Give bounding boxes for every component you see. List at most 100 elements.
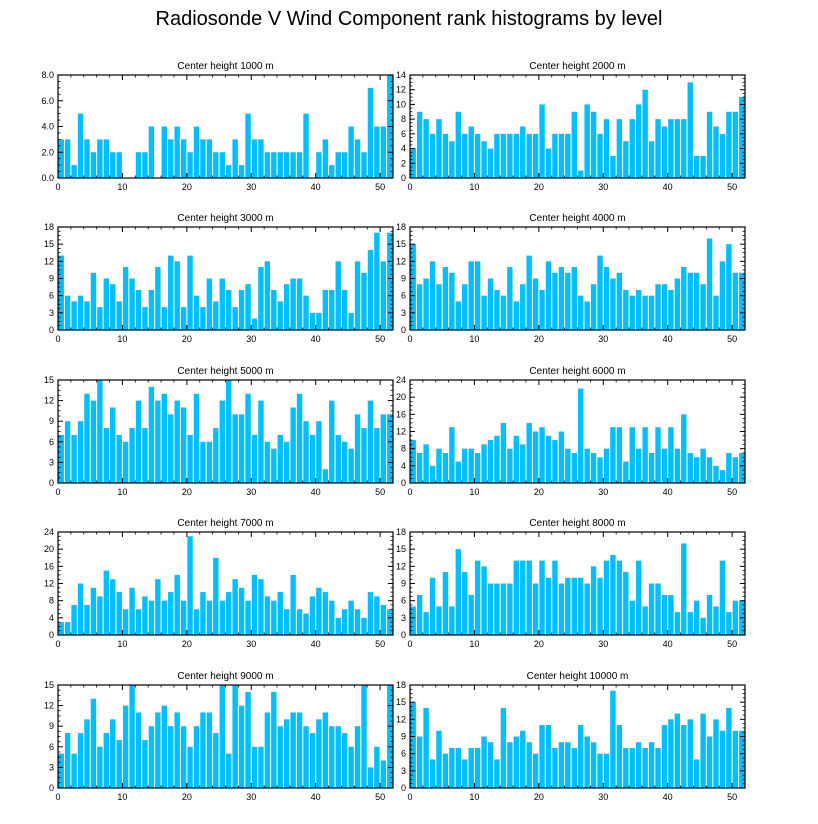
histogram-bar <box>507 133 513 178</box>
y-tick-label: 4.0 <box>41 122 54 132</box>
histogram-bar <box>500 422 507 483</box>
histogram-bar <box>348 600 354 635</box>
histogram-bar <box>597 255 603 330</box>
y-tick-label: 15 <box>396 239 406 249</box>
histogram-bar <box>90 587 97 635</box>
x-tick-label: 40 <box>311 182 321 192</box>
histogram-bar <box>58 622 64 635</box>
histogram-bar <box>348 126 354 178</box>
histogram-bar <box>387 685 393 788</box>
x-tick-label: 40 <box>311 639 321 649</box>
histogram-bar <box>655 427 661 483</box>
histogram-bar <box>90 152 97 178</box>
histogram-panel: Center height 6000 m 0 10 20 30 40 50 0 4 8 12 16 20… <box>396 366 746 497</box>
histogram-bar <box>316 719 322 788</box>
histogram-bar <box>387 609 393 635</box>
histogram-bar <box>481 444 487 483</box>
histogram-bar <box>110 152 116 178</box>
x-tick-label: 40 <box>663 792 673 802</box>
histogram-bar <box>629 600 635 635</box>
histogram-bar <box>361 152 367 178</box>
x-tick-label: 30 <box>598 487 608 497</box>
histogram-bar <box>655 119 661 178</box>
histogram-bar <box>206 600 213 635</box>
y-tick-label: 4 <box>49 613 54 623</box>
histogram-bar <box>481 566 487 635</box>
histogram-bar <box>90 400 97 483</box>
histogram-bar <box>552 133 558 178</box>
histogram-bar <box>348 746 354 788</box>
histogram-bar <box>71 165 77 178</box>
histogram-bar <box>354 609 361 635</box>
histogram-bar <box>361 685 367 788</box>
histogram-bar <box>77 421 84 483</box>
histogram-bar <box>719 560 726 635</box>
histogram-bar <box>122 267 129 330</box>
histogram-bar <box>487 278 494 330</box>
histogram-bar <box>180 600 187 635</box>
x-tick-label: 40 <box>311 334 321 344</box>
histogram-bar <box>526 422 532 483</box>
histogram-bar <box>264 261 271 330</box>
histogram-bar <box>174 400 180 483</box>
histogram-bar <box>539 289 545 330</box>
y-tick-label: 9 <box>49 416 54 426</box>
x-tick-label: 0 <box>55 639 60 649</box>
histogram-bar <box>545 261 552 330</box>
histogram-bar <box>142 428 148 483</box>
histogram-bar <box>245 393 251 483</box>
x-tick-label: 30 <box>246 792 256 802</box>
histogram-bar <box>565 448 571 483</box>
histogram-bar <box>532 753 539 788</box>
x-tick-label: 0 <box>55 334 60 344</box>
histogram-bar <box>635 104 642 178</box>
y-tick-label: 6 <box>401 749 406 759</box>
histogram-bar <box>468 594 474 635</box>
histogram-bar <box>700 155 706 178</box>
histogram-bar <box>200 139 206 178</box>
histogram-bar <box>571 111 577 178</box>
histogram-bar <box>148 726 155 788</box>
histogram-bar <box>341 733 348 788</box>
histogram-bar <box>623 141 629 178</box>
histogram-bar <box>552 440 558 483</box>
y-tick-label: 8.0 <box>41 70 54 80</box>
x-tick-label: 30 <box>598 639 608 649</box>
x-tick-label: 10 <box>469 639 479 649</box>
histogram-bar <box>513 301 520 330</box>
histogram-bar <box>238 587 245 635</box>
histogram-bar <box>387 414 393 483</box>
histogram-bar <box>148 289 155 330</box>
histogram-bar <box>103 570 110 635</box>
histogram-bar <box>726 452 732 483</box>
histogram-bar <box>532 431 539 483</box>
y-tick-label: 4 <box>401 461 406 471</box>
y-tick-label: 0 <box>401 325 406 335</box>
histogram-bar <box>264 152 271 178</box>
histogram-bar <box>416 284 423 330</box>
histogram-bar <box>148 600 155 635</box>
histogram-bar <box>436 730 442 788</box>
histogram-bar <box>232 685 238 788</box>
histogram-bar <box>161 393 168 483</box>
histogram-bar <box>642 427 648 483</box>
histogram-bar <box>374 596 380 635</box>
y-tick-label: 15 <box>44 239 54 249</box>
histogram-bar <box>110 719 116 788</box>
histogram-bar <box>303 726 309 788</box>
y-tick-label: 9 <box>401 274 406 284</box>
histogram-bar <box>507 267 513 330</box>
histogram-bar <box>719 261 726 330</box>
y-tick-label: 9 <box>49 274 54 284</box>
histogram-bar <box>213 428 219 483</box>
histogram-bar <box>161 705 168 788</box>
histogram-bar <box>629 119 635 178</box>
histogram-bar <box>597 457 603 483</box>
histogram-bar <box>232 307 238 330</box>
y-tick-label: 0 <box>49 325 54 335</box>
histogram-bar <box>271 691 277 788</box>
histogram-bar <box>642 89 648 178</box>
histogram-bar <box>590 284 597 330</box>
histogram-bar <box>442 133 449 178</box>
